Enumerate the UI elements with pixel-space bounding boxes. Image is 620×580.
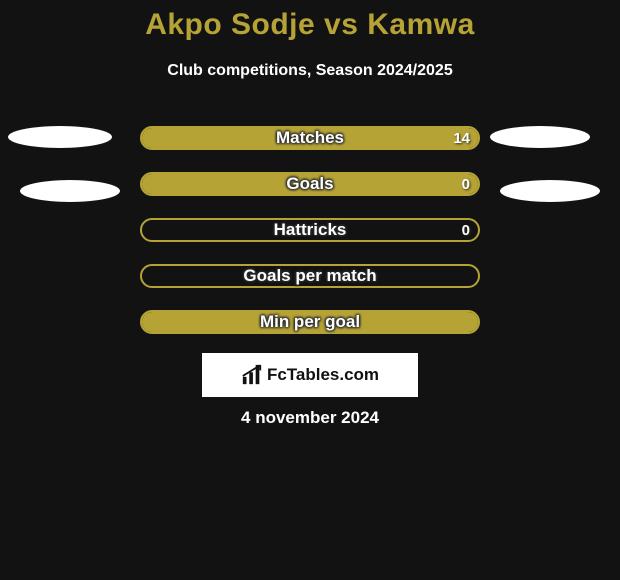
stat-bar: Goals per match bbox=[140, 264, 480, 288]
stat-value: 0 bbox=[462, 174, 470, 194]
stat-label: Matches bbox=[142, 128, 478, 148]
stat-bar: Matches14 bbox=[140, 126, 480, 150]
stat-row: Goals0 bbox=[0, 172, 620, 196]
brand-logo-text: FcTables.com bbox=[267, 365, 379, 385]
stat-row: Hattricks0 bbox=[0, 218, 620, 242]
stat-value: 14 bbox=[453, 128, 470, 148]
stat-row: Matches14 bbox=[0, 126, 620, 150]
stat-bar: Min per goal bbox=[140, 310, 480, 334]
stat-row: Min per goal bbox=[0, 310, 620, 334]
stat-rows: Matches14Goals0Hattricks0Goals per match… bbox=[0, 126, 620, 356]
page-subtitle: Club competitions, Season 2024/2025 bbox=[0, 62, 620, 80]
stat-label: Goals per match bbox=[142, 266, 478, 286]
stat-label: Min per goal bbox=[142, 312, 478, 332]
page-title: Akpo Sodje vs Kamwa bbox=[0, 8, 620, 42]
date-line: 4 november 2024 bbox=[0, 408, 620, 428]
stat-bar: Hattricks0 bbox=[140, 218, 480, 242]
comparison-card: Akpo Sodje vs Kamwa Club competitions, S… bbox=[0, 0, 620, 580]
stat-value: 0 bbox=[462, 220, 470, 240]
stat-row: Goals per match bbox=[0, 264, 620, 288]
stat-label: Goals bbox=[142, 174, 478, 194]
bar-chart-icon bbox=[241, 364, 263, 386]
stat-label: Hattricks bbox=[142, 220, 478, 240]
brand-logo: FcTables.com bbox=[202, 353, 418, 397]
stat-bar: Goals0 bbox=[140, 172, 480, 196]
